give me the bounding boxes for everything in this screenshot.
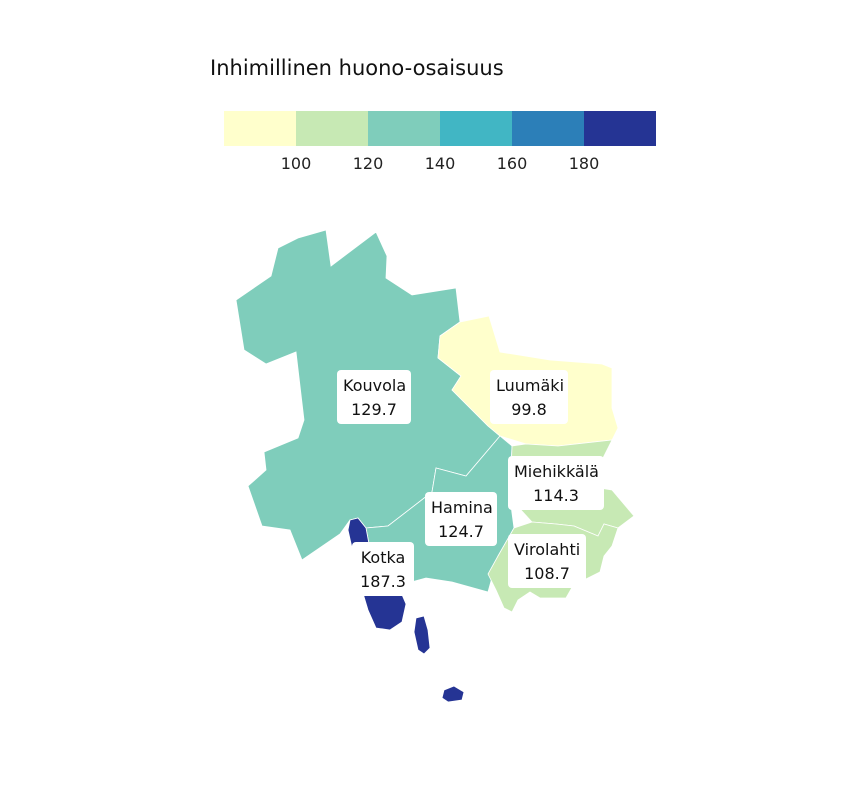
legend-swatch — [584, 111, 656, 146]
region-label-kotka: Kotka 187.3 — [352, 542, 414, 596]
legend-swatch — [440, 111, 512, 146]
region-value: 124.7 — [438, 522, 484, 541]
legend-tick-label: 120 — [352, 154, 384, 173]
region-value: 114.3 — [533, 486, 579, 505]
legend-tick-label: 140 — [424, 154, 456, 173]
region-name: Hamina — [431, 498, 493, 517]
legend-tick-label: 180 — [568, 154, 600, 173]
legend-tick-label: 100 — [280, 154, 312, 173]
legend-swatch — [368, 111, 440, 146]
region-name: Miehikkälä — [514, 462, 599, 481]
region-name: Luumäki — [496, 376, 565, 395]
legend-swatch — [296, 111, 368, 146]
legend-color-bar — [224, 111, 656, 146]
legend-swatch — [224, 111, 296, 146]
region-label-kouvola: Kouvola 129.7 — [337, 370, 411, 424]
legend-title: Inhimillinen huono-osaisuus — [210, 56, 504, 80]
region-name: Virolahti — [514, 540, 581, 559]
region-label-hamina: Hamina 124.7 — [425, 492, 497, 546]
region-name: Kotka — [360, 548, 406, 567]
region-name: Kouvola — [343, 376, 407, 395]
region-value: 129.7 — [351, 400, 397, 419]
region-value: 108.7 — [524, 564, 570, 583]
region-label-miehikkala: Miehikkälä 114.3 — [508, 456, 604, 510]
legend-swatch — [512, 111, 584, 146]
region-kotka-island[interactable] — [413, 615, 431, 655]
region-value: 187.3 — [360, 572, 406, 591]
legend-tick-label: 160 — [496, 154, 528, 173]
region-label-luumaki: Luumäki 99.8 — [490, 370, 568, 424]
region-label-virolahti: Virolahti 108.7 — [508, 534, 586, 588]
region-value: 99.8 — [511, 400, 547, 419]
region-kotka-island[interactable] — [441, 685, 465, 703]
